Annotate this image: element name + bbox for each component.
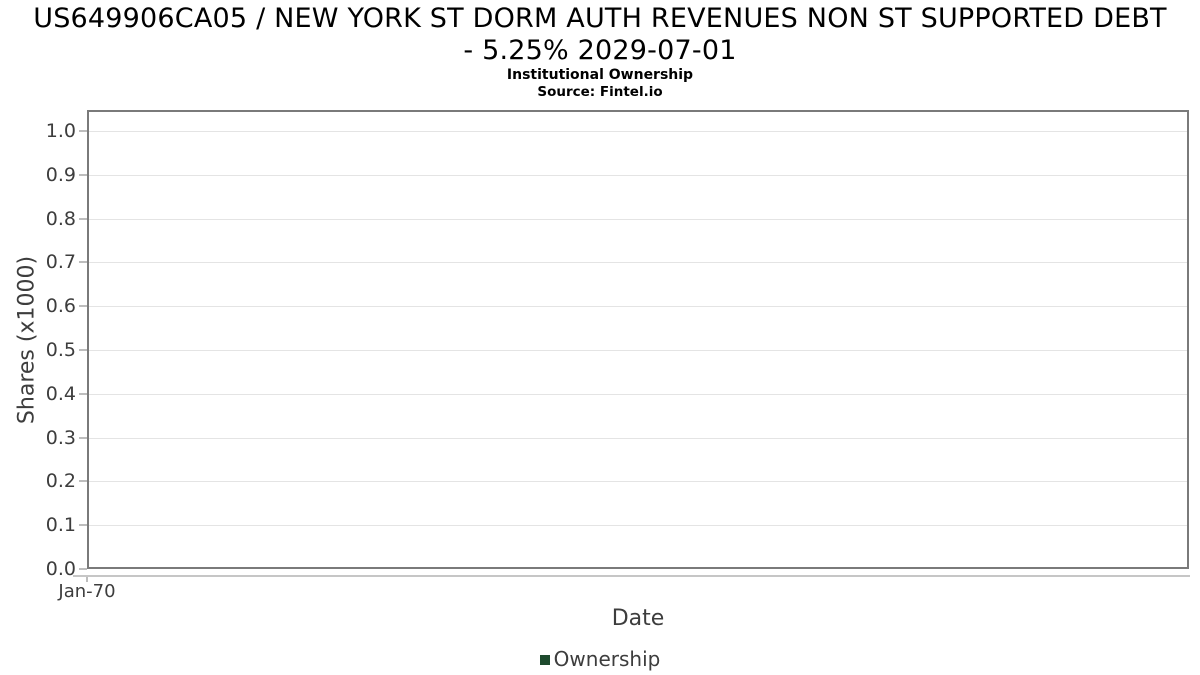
y-tick-mark bbox=[79, 130, 87, 132]
y-tick-mark bbox=[79, 480, 87, 483]
y-gridline bbox=[89, 393, 1187, 395]
y-gridline bbox=[89, 525, 1187, 527]
y-tick-mark bbox=[79, 217, 87, 220]
y-gridline bbox=[89, 131, 1187, 132]
y-tick-label: 0.6 bbox=[45, 295, 76, 318]
y-tick-label: 0.8 bbox=[45, 207, 76, 230]
chart-title-line-1: US649906CA05 / NEW YORK ST DORM AUTH REV… bbox=[33, 3, 1167, 34]
y-tick-label: 0.9 bbox=[45, 163, 76, 186]
y-tick-mark bbox=[79, 173, 87, 176]
chart-subtitle: Institutional Ownership bbox=[506, 67, 694, 83]
y-tick-mark bbox=[79, 349, 87, 351]
y-gridline bbox=[89, 350, 1187, 351]
y-gridline bbox=[89, 174, 1187, 176]
plot-area bbox=[87, 110, 1189, 569]
legend-label-ownership: Ownership bbox=[553, 647, 661, 671]
x-axis-title: Date bbox=[611, 606, 665, 631]
y-tick-label: 0.5 bbox=[45, 339, 76, 361]
y-tick-mark bbox=[79, 305, 87, 308]
legend-swatch-ownership-icon bbox=[539, 655, 550, 665]
y-gridline bbox=[89, 262, 1187, 264]
y-tick-label: 0.7 bbox=[45, 251, 76, 274]
y-tick-mark bbox=[79, 392, 87, 395]
x-tick-mark bbox=[86, 577, 88, 582]
y-tick-label: 0.4 bbox=[45, 382, 76, 405]
chart-title-line-2: - 5.25% 2029-07-01 bbox=[463, 35, 737, 66]
y-tick-label: 0.1 bbox=[45, 514, 76, 537]
y-tick-label: 0.2 bbox=[45, 470, 76, 493]
y-tick-label: 0.3 bbox=[45, 426, 76, 449]
y-gridline bbox=[89, 218, 1187, 220]
y-tick-mark bbox=[79, 436, 87, 439]
chart-source: Source: Fintel.io bbox=[537, 84, 663, 100]
legend: Ownership bbox=[0, 646, 1200, 672]
x-axis-line bbox=[73, 575, 1190, 577]
y-tick-mark bbox=[79, 568, 87, 570]
x-tick-label: Jan-70 bbox=[58, 581, 116, 602]
y-gridline bbox=[89, 306, 1187, 308]
y-gridline bbox=[89, 437, 1187, 439]
chart-title: US649906CA05 / NEW YORK ST DORM AUTH REV… bbox=[0, 3, 1200, 67]
y-tick-label: 1.0 bbox=[45, 120, 76, 142]
y-tick-mark bbox=[79, 261, 87, 264]
y-tick-mark bbox=[79, 524, 87, 527]
y-gridline bbox=[89, 481, 1187, 483]
y-tick-label: 0.0 bbox=[45, 558, 76, 580]
